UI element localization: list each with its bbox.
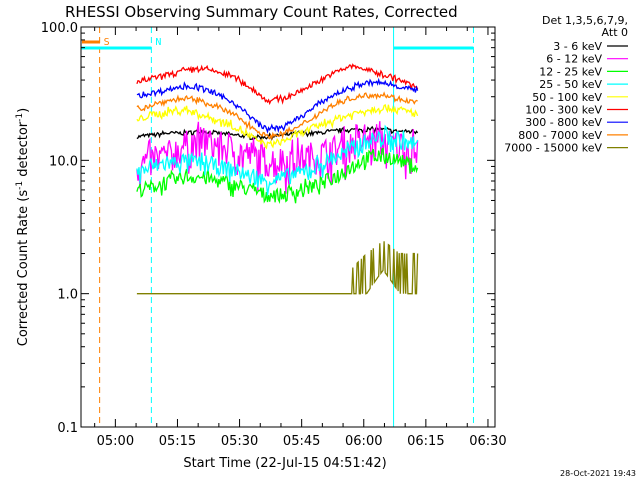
series-7-line: [136, 91, 418, 141]
y-tick-label-1: 1.0: [57, 288, 78, 303]
series-4-line: [136, 103, 419, 150]
y-axis-label-main: Corrected Count Rate (s: [16, 190, 31, 347]
x-tick-label-5: 06:15: [407, 434, 444, 449]
series-5-line: [136, 63, 419, 106]
axis-layer: 0.1 1.0 10.0 100.0 05:00 05:15 05:30 05:45 06:00…: [41, 21, 507, 449]
x-tick-label-6: 06:30: [469, 434, 506, 449]
chart-title: RHESSI Observing Summary Count Rates, Co…: [65, 3, 458, 21]
series-8-line: [136, 241, 419, 295]
y-tick-label-2: 10.0: [49, 154, 78, 169]
flag-label-s: S: [104, 37, 110, 48]
x-axis-label: Start Time (22-Jul-15 04:51:42): [183, 456, 386, 471]
x-tick-label-2: 05:30: [221, 434, 258, 449]
legend-label-7: 800 - 7000 keV: [518, 129, 602, 142]
y-tick-label-3: 100.0: [41, 21, 78, 36]
legend-header-line1: Det 1,3,5,6,7,9,: [542, 14, 628, 27]
y-axis-label: Corrected Count Rate (s-1 detector-1): [15, 108, 31, 346]
legend-label-4: 50 - 100 keV: [532, 91, 602, 104]
plot-frame: [80, 26, 496, 428]
series-0-line: [136, 125, 419, 142]
x-tick-label-0: 05:00: [97, 434, 134, 449]
y-axis-label-end: ): [16, 108, 31, 113]
generation-timestamp: 28-Oct-2021 19:43: [560, 469, 636, 478]
y-axis-label-tail: detector: [16, 121, 31, 181]
legend-label-5: 100 - 300 keV: [525, 104, 602, 117]
x-tick-label-3: 05:45: [283, 434, 320, 449]
y-axis-label-sup2: -1: [15, 113, 25, 122]
legend-label-0: 3 - 6 keV: [553, 40, 602, 53]
flag-label-n: N: [155, 37, 161, 48]
series-6-line: [136, 77, 419, 134]
x-tick-label-4: 06:00: [345, 434, 382, 449]
series-2-line: [136, 147, 419, 205]
x-tick-label-1: 05:15: [159, 434, 196, 449]
legend-label-1: 6 - 12 keV: [546, 53, 602, 66]
y-tick-label-0: 0.1: [57, 421, 78, 436]
legend-label-6: 300 - 800 keV: [525, 116, 602, 129]
legend-label-3: 25 - 50 keV: [539, 78, 602, 91]
legend-label-8: 7000 - 15000 keV: [504, 142, 602, 155]
y-axis-label-sup: -1: [15, 181, 25, 190]
legend-header-line2: Att 0: [602, 26, 628, 39]
legend-label-2: 12 - 25 keV: [539, 65, 602, 78]
series-3-line: [136, 124, 419, 196]
